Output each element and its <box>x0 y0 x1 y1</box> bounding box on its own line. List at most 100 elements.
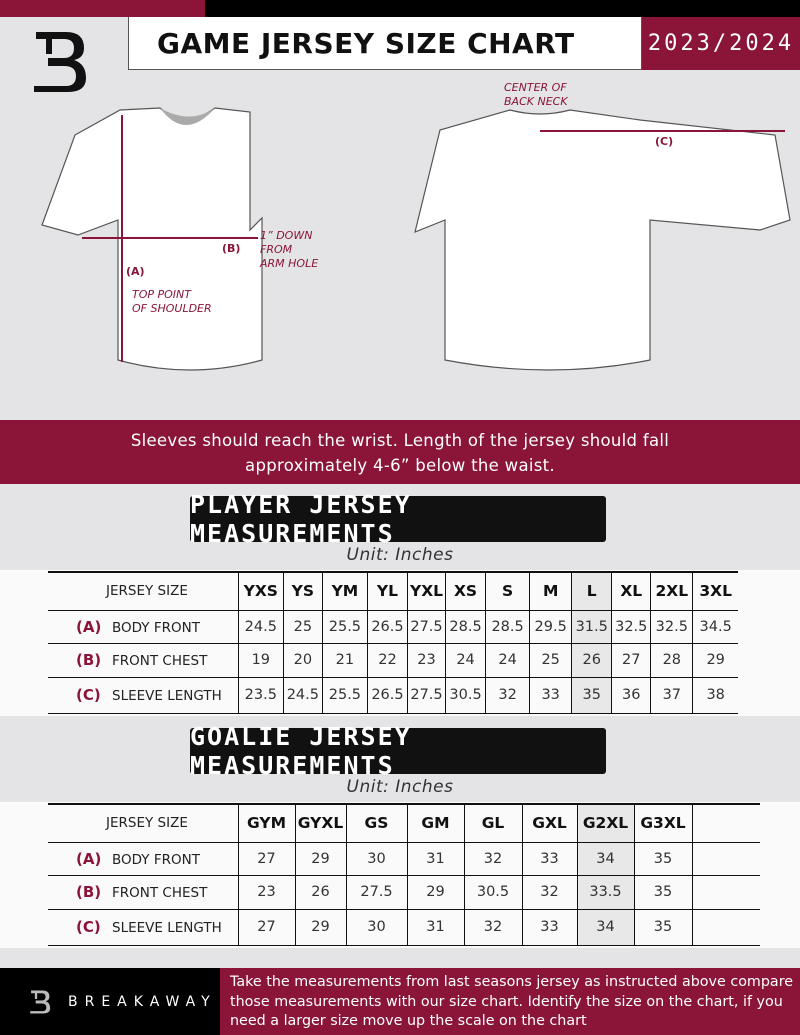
table-cell: 33 <box>521 909 577 946</box>
table-cell <box>691 842 760 876</box>
table-cell <box>691 909 760 946</box>
table-cell: 25.5 <box>321 677 368 714</box>
table-cell: 32.5 <box>650 610 693 644</box>
table-cell: 28 <box>650 643 693 678</box>
table-cell: 22 <box>366 643 408 678</box>
fit-instructions-banner: Sleeves should reach the wrist. Length o… <box>0 420 800 484</box>
size-header: YXS <box>237 571 284 611</box>
table-cell: 31 <box>406 909 464 946</box>
size-header: XL <box>611 571 651 611</box>
label-a: (A) <box>126 265 145 278</box>
table-cell: 32.5 <box>611 610 651 644</box>
table-cell: 24.5 <box>237 610 284 644</box>
table-cell: 28.5 <box>445 610 486 644</box>
top-bar <box>205 0 800 17</box>
arm-hole-label: 1” DOWN FROM ARM HOLE <box>260 229 319 270</box>
size-header: XS <box>445 571 486 611</box>
table-cell: 27.5 <box>406 677 446 714</box>
table-cell: 25 <box>529 643 572 678</box>
table-cell: 30 <box>345 909 407 946</box>
row-label-text: FRONT CHEST <box>112 653 208 669</box>
row-letter: (C) <box>76 686 101 704</box>
table-cell: 33 <box>529 677 572 714</box>
footer-instructions: Take the measurements from last seasons … <box>220 968 800 1035</box>
table-cell: 34 <box>576 842 634 876</box>
size-header: GYXL <box>294 803 346 843</box>
table-cell: 30.5 <box>463 875 522 910</box>
table-cell: 33 <box>521 842 577 876</box>
table-cell: 32 <box>485 677 530 714</box>
table-cell: 27 <box>237 842 295 876</box>
row-label-text: SLEEVE LENGTH <box>112 688 222 704</box>
neck-opening <box>160 108 215 125</box>
header-row: JERSEY SIZE GYM GYXL GS GM GL GXL G2XL G3XL <box>48 803 760 843</box>
size-header: YL <box>366 571 408 611</box>
table-row: (B) FRONT CHEST 19 20 21 22 23 24 24 25 26 27 28 29 <box>48 643 738 678</box>
table-row: (A) BODY FRONT 24.5 25 25.5 26.5 27.5 28.5 28.5 2… <box>48 610 738 644</box>
table-cell: 27.5 <box>345 875 407 910</box>
table-cell: 36 <box>611 677 651 714</box>
footer-brand: BREAKAWAY <box>0 968 220 1035</box>
table-cell: 29 <box>294 909 346 946</box>
table-cell: 31 <box>406 842 464 876</box>
table-cell: 32 <box>463 842 522 876</box>
size-header: GXL <box>521 803 577 843</box>
table-cell: 34 <box>576 909 634 946</box>
brand-logo-icon <box>34 32 86 92</box>
table-cell: 27.5 <box>406 610 446 644</box>
size-header <box>691 803 760 843</box>
label-b: (B) <box>222 242 241 255</box>
brand-name: BREAKAWAY <box>68 993 217 1010</box>
back-jersey-outline <box>414 109 791 371</box>
table-cell: 35 <box>633 842 692 876</box>
table-cell: 26.5 <box>366 610 408 644</box>
table-cell: 35 <box>633 875 692 910</box>
table-cell: 23 <box>406 643 446 678</box>
row-letter: (A) <box>76 617 102 636</box>
size-header: S <box>485 571 530 611</box>
player-measurements-table: JERSEY SIZE YXS YS YM YL YXL XS S M L XL 2XL 3XL (A) B… <box>48 571 738 714</box>
table-cell: 19 <box>237 643 284 678</box>
size-header: G3XL <box>633 803 692 843</box>
table-cell: 21 <box>321 643 368 678</box>
table-row: (B) FRONT CHEST 23 26 27.5 29 30.5 32 33.5 35 <box>48 875 760 910</box>
size-header: G2XL <box>576 803 634 843</box>
goalie-heading: GOALIE JERSEY MEASUREMENTS <box>190 722 606 780</box>
row-label: (A) BODY FRONT <box>48 610 239 644</box>
size-header: 2XL <box>650 571 693 611</box>
table-cell: 32 <box>463 909 522 946</box>
table-cell: 34.5 <box>692 610 738 644</box>
table-cell: 33.5 <box>576 875 634 910</box>
row-label: (B) FRONT CHEST <box>48 875 238 910</box>
jersey-size-label: JERSEY SIZE <box>48 571 239 611</box>
table-row: (C) SLEEVE LENGTH 23.5 24.5 25.5 26.5 27.5 30.5… <box>48 677 738 714</box>
table-cell: 23.5 <box>237 677 284 714</box>
table-cell: 35 <box>571 677 612 714</box>
size-header: GM <box>406 803 464 843</box>
table-cell: 30 <box>345 842 407 876</box>
table-cell: 27 <box>611 643 651 678</box>
table-row: (C) SLEEVE LENGTH 27 29 30 31 32 33 34 35 <box>48 909 760 946</box>
table-cell: 31.5 <box>571 610 612 644</box>
size-header: YXL <box>406 571 446 611</box>
table-cell: 27 <box>237 909 295 946</box>
row-label-text: BODY FRONT <box>112 851 200 868</box>
table-cell: 25.5 <box>321 610 368 644</box>
season-badge: 2023/2024 <box>642 17 800 70</box>
row-letter: (C) <box>76 918 101 936</box>
size-header: 3XL <box>692 571 738 611</box>
table-cell: 29.5 <box>529 610 572 644</box>
table-cell: 32 <box>521 875 577 910</box>
size-header: GS <box>345 803 407 843</box>
page-title: GAME JERSEY SIZE CHART <box>128 17 642 70</box>
table-cell: 29 <box>294 842 346 876</box>
row-label: (C) SLEEVE LENGTH <box>48 909 238 946</box>
row-label: (C) SLEEVE LENGTH <box>48 677 239 714</box>
size-header: M <box>529 571 572 611</box>
header-row: JERSEY SIZE YXS YS YM YL YXL XS S M L XL 2XL 3XL <box>48 571 738 611</box>
jersey-diagram <box>41 107 791 371</box>
table-cell: 37 <box>650 677 693 714</box>
table-cell: 25 <box>282 610 323 644</box>
size-header: GL <box>463 803 522 843</box>
player-heading: PLAYER JERSEY MEASUREMENTS <box>190 490 606 548</box>
